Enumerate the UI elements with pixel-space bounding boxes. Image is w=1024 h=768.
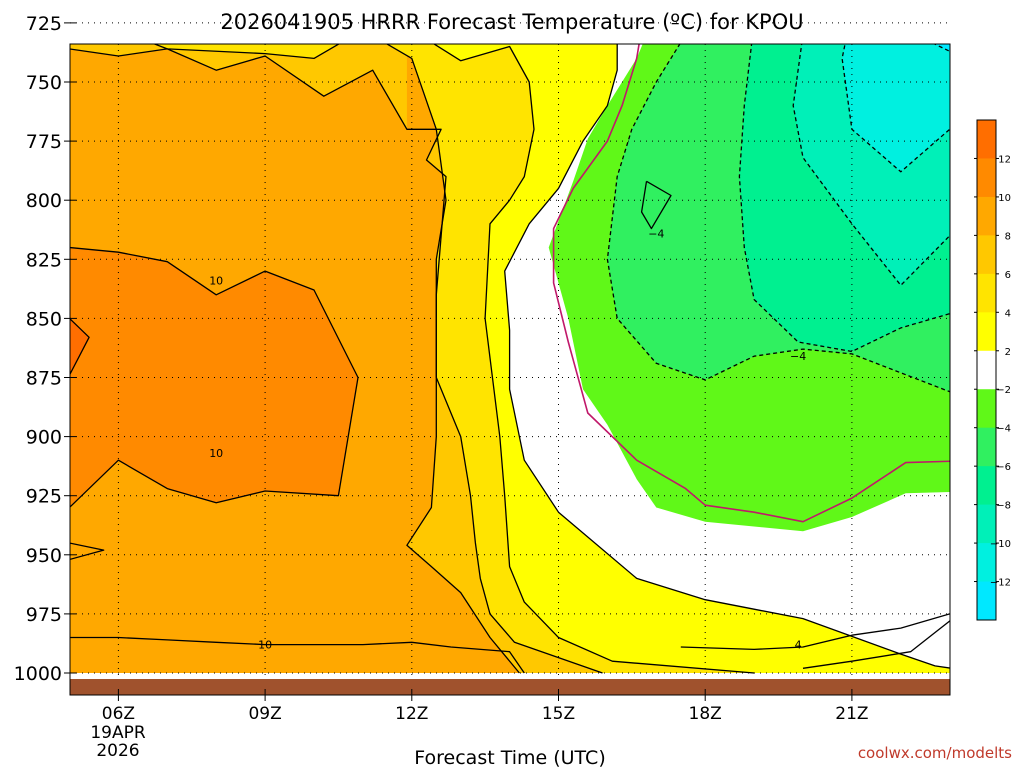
ground-surface-band <box>70 679 950 695</box>
contour-label-0: 10 <box>209 275 223 288</box>
temp-region-t-m6-m4-10 <box>641 181 671 229</box>
y-tick-label-725: 725 <box>26 13 62 35</box>
contour-minus4-13 <box>738 44 950 353</box>
y-tick-label-975: 975 <box>26 604 62 626</box>
contour-8-4 <box>70 48 520 674</box>
date-label-line1: 19APR <box>90 723 146 743</box>
chart-title: 2026041905 HRRR Forecast Temperature (ºC… <box>220 10 803 34</box>
colorbar-swatch-t-6-8 <box>977 235 996 275</box>
colorbar-swatch-t-m12-m10 <box>977 543 996 583</box>
y-tick-label-750: 750 <box>26 72 62 94</box>
colorbar-swatch-t-below-m12 <box>977 581 996 621</box>
contour-labels: 10 10 10 −4 −4 4 <box>209 227 806 652</box>
x-tick-label-06Z: 06Z <box>102 704 135 724</box>
date-label-line2: 2026 <box>96 741 139 761</box>
contour-2-9 <box>802 620 950 669</box>
y-tick-label-825: 825 <box>26 249 62 271</box>
colorbar-label-11: −12 <box>990 578 1011 589</box>
contour-2-8 <box>504 44 950 669</box>
x-tick-label-09Z: 09Z <box>248 704 281 724</box>
contour-minus2-11 <box>606 44 950 393</box>
colorbar-label-7: −4 <box>996 424 1011 435</box>
colorbar-frame <box>976 119 997 621</box>
colorbar-swatch-t-m6-m4 <box>977 427 996 467</box>
x-tick-label-15Z: 15Z <box>542 704 575 724</box>
contour-10-2 <box>70 636 525 674</box>
temp-region-t-m12-m10-13 <box>842 44 950 172</box>
credit-text[interactable]: coolwx.com/modelts <box>858 744 1012 762</box>
y-tick-label-875: 875 <box>26 368 62 390</box>
colorbar-label-1: 10 <box>998 193 1011 204</box>
contour-10-0 <box>70 246 359 508</box>
gridlines <box>70 22 950 695</box>
plot-area: 10 10 10 −4 −4 4 <box>69 22 951 696</box>
contour-10-3 <box>70 542 105 561</box>
colorbar-label-10: −10 <box>990 539 1011 550</box>
colorbar-label-2: 8 <box>1005 231 1011 242</box>
temp-region-t-below-m12-14 <box>934 44 950 52</box>
contour-6-5 <box>152 44 603 674</box>
colorbar-swatch-t-above-12 <box>977 120 996 159</box>
y-tick-label-800: 800 <box>26 190 62 212</box>
plot-frame <box>69 43 951 696</box>
colorbar-label-5: 2 <box>1005 347 1011 358</box>
contour-minus4-12 <box>640 180 672 230</box>
colorbar-swatch-t-8-10 <box>977 196 996 236</box>
x-tick-label-12Z: 12Z <box>395 704 428 724</box>
y-tick-label-950: 950 <box>26 545 62 567</box>
y-tick-label-1000: 1000 <box>14 663 62 685</box>
contour-12-1 <box>70 317 90 376</box>
colorbar-swatch-t-4-6 <box>977 273 996 313</box>
contour-4-6 <box>432 44 755 674</box>
colorbar-label-9: −8 <box>996 501 1011 512</box>
y-tick-label-900: 900 <box>26 427 62 449</box>
contour-label-3: −4 <box>648 227 664 240</box>
contour-0-10 <box>552 44 950 523</box>
x-axis: 19APR 2026 06Z 09Z 12Z 15Z 18Z 21Z <box>90 689 869 761</box>
y-tick-label-850: 850 <box>26 308 62 330</box>
contour-label-2: 10 <box>258 639 272 652</box>
contour-label-1: 10 <box>209 447 223 460</box>
colorbar-swatch-t-m8-m6 <box>977 466 996 506</box>
y-tick-label-925: 925 <box>26 486 62 508</box>
y-axis: 725 750 775 800 825 850 875 900 925 950 975 1000 <box>14 13 76 685</box>
colorbar-legend: 12 10 8 6 4 2 −2 −4 −6 −8 −10 −12 <box>974 119 1011 621</box>
temp-region-t-6-8-1 <box>70 44 407 130</box>
x-tick-label-21Z: 21Z <box>835 704 868 724</box>
colorbar-swatch-t-2-4 <box>977 312 996 352</box>
colorbar-label-4: 4 <box>1005 308 1011 319</box>
colorbar-label-8: −6 <box>996 462 1011 473</box>
y-tick-label-775: 775 <box>26 131 62 153</box>
colorbar-swatch-t-m10-m8 <box>977 504 996 544</box>
colorbar-label-0: 12 <box>998 154 1011 165</box>
contour-label-5: 4 <box>795 639 802 652</box>
colorbar-swatch-t-10-12 <box>977 158 996 198</box>
colorbar-swatch-t-m4-m2 <box>977 389 996 429</box>
contour-minus6-14 <box>792 44 950 286</box>
x-tick-label-18Z: 18Z <box>689 704 722 724</box>
temperature-fill-regions <box>70 44 950 673</box>
colorbar-label-6: −2 <box>996 385 1011 396</box>
contour-label-4: −4 <box>790 350 806 363</box>
colorbar-label-3: 6 <box>1005 270 1011 281</box>
x-axis-label: Forecast Time (UTC) <box>414 747 605 768</box>
colorbar-swatch-t-m2-2 <box>977 350 996 390</box>
